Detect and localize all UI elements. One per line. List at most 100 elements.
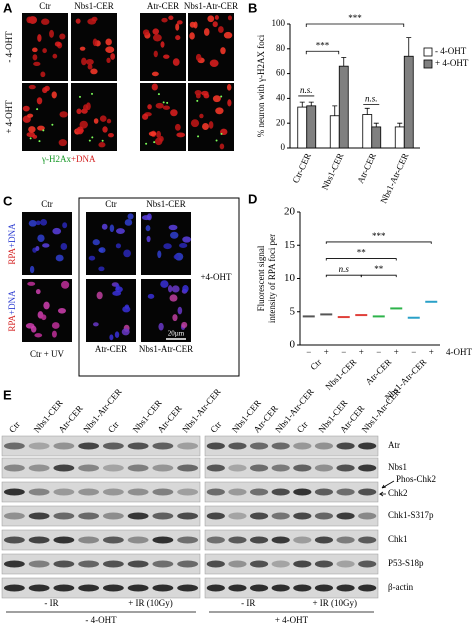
- cell: [208, 121, 214, 129]
- band: [228, 512, 247, 520]
- y-tick-label: 20: [284, 206, 296, 218]
- focus: [220, 95, 223, 98]
- cell: [163, 243, 172, 250]
- band: [336, 560, 355, 568]
- band: [78, 464, 100, 472]
- band: [358, 560, 377, 568]
- focus: [51, 123, 54, 126]
- band: [228, 442, 247, 450]
- y-tick-label: 0: [281, 142, 286, 152]
- blot-strip: [1, 457, 201, 479]
- band: [102, 560, 124, 568]
- lane-label: Ctr: [7, 419, 22, 434]
- y-tick-label: 0: [290, 339, 296, 351]
- bottom-label: Atr-CER: [95, 344, 127, 354]
- band: [314, 584, 334, 592]
- blot-strip: [204, 553, 379, 575]
- x-tick-label: Nbs1-Atr-CER: [378, 151, 410, 204]
- y-tick-label: 10: [284, 272, 296, 284]
- error-bar: [332, 105, 338, 116]
- cell: [93, 118, 99, 124]
- band: [249, 512, 269, 520]
- cell: [214, 15, 219, 20]
- blot-strip: [1, 577, 201, 599]
- cell: [182, 284, 189, 293]
- cell: [174, 123, 181, 131]
- cell: [41, 314, 47, 321]
- focus: [215, 139, 218, 142]
- stain-red: RPA: [7, 247, 17, 264]
- band: [358, 464, 377, 472]
- band: [152, 512, 174, 520]
- cell: [79, 46, 86, 51]
- focus: [42, 129, 45, 132]
- band: [102, 584, 124, 592]
- error-bar: [341, 57, 347, 67]
- annotation: n.s.: [365, 94, 378, 104]
- band: [78, 488, 100, 496]
- band: [177, 560, 199, 568]
- focus: [166, 101, 169, 104]
- cell: [54, 41, 61, 47]
- treatment-label: + 4-OHT: [275, 615, 309, 625]
- cell: [220, 47, 226, 55]
- cell: [59, 33, 66, 40]
- y-tick-label: 80: [276, 43, 286, 53]
- band: [127, 512, 149, 520]
- cell: [87, 64, 93, 70]
- band: [28, 536, 50, 544]
- arrow: [378, 480, 395, 497]
- band: [358, 442, 377, 450]
- cell: [61, 280, 70, 289]
- bracket: [305, 50, 340, 55]
- cell: [141, 113, 149, 120]
- focus: [145, 142, 148, 145]
- cell: [160, 280, 169, 288]
- cell: [79, 120, 88, 129]
- cell: [195, 53, 202, 62]
- cell: [51, 91, 57, 99]
- cell: [28, 84, 36, 90]
- treatment-label: - 4-OHT: [85, 615, 117, 625]
- cell: [151, 83, 158, 91]
- band: [152, 488, 174, 496]
- bottom-label: Nbs1-Atr-CER: [139, 344, 193, 354]
- band: [78, 584, 100, 592]
- panel-c-frame: [78, 197, 240, 377]
- band: [53, 584, 75, 592]
- cell: [105, 46, 115, 53]
- band: [336, 442, 355, 450]
- band: [228, 536, 247, 544]
- error-bar: [397, 122, 403, 127]
- cell: [215, 107, 224, 115]
- cell: [110, 53, 116, 60]
- bottom-label: Ctr + UV: [30, 349, 65, 359]
- band: [293, 512, 312, 520]
- cell: [36, 220, 41, 226]
- cell: [155, 102, 164, 109]
- band: [314, 464, 334, 472]
- cell: [28, 220, 37, 227]
- cell: [190, 119, 200, 128]
- cell: [62, 222, 68, 229]
- band: [336, 464, 355, 472]
- band: [271, 512, 290, 520]
- band: [102, 442, 124, 450]
- band: [314, 536, 334, 544]
- annotation: ***: [316, 40, 330, 50]
- cell: [146, 235, 151, 243]
- band: [314, 560, 334, 568]
- bracket: [325, 274, 362, 278]
- panel-label: D: [248, 191, 257, 206]
- cell: [25, 323, 35, 329]
- cell: [37, 234, 45, 242]
- band: [249, 536, 269, 544]
- blot-strip: [204, 505, 379, 527]
- cell: [58, 139, 67, 147]
- band: [336, 488, 355, 496]
- cell: [98, 142, 106, 148]
- focus: [29, 137, 32, 140]
- cell: [115, 228, 125, 235]
- treatment-tick: +: [394, 347, 399, 357]
- band: [3, 536, 25, 544]
